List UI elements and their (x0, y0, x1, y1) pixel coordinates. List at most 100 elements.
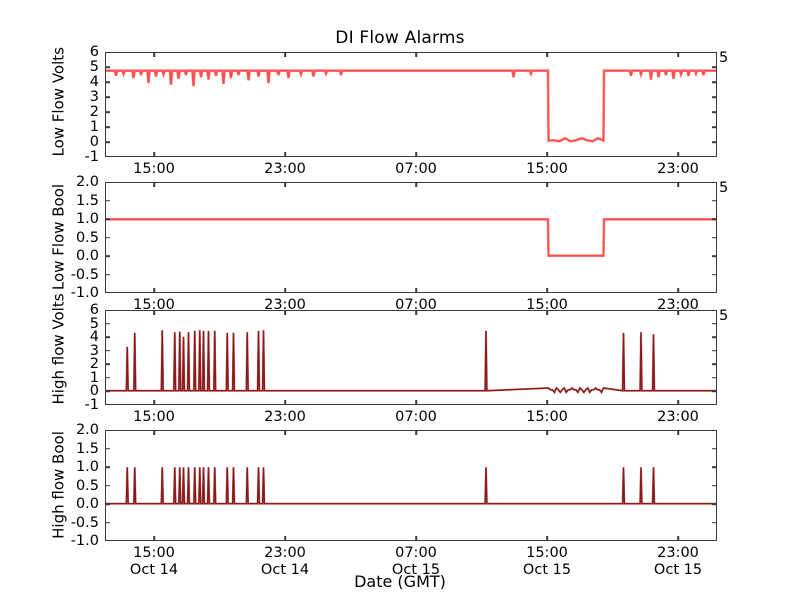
axis-label-high-flow-volts: High flow Volts (49, 292, 67, 404)
x-tick-mark (153, 430, 155, 435)
y-tick-label: 1.5 (75, 440, 99, 457)
y-tick-mark (105, 390, 110, 393)
data-trace (106, 71, 716, 142)
y-tick-label: 4 (89, 329, 99, 346)
y-tick-mark (712, 199, 717, 202)
y-tick-label: 0.0 (75, 248, 99, 264)
x-tick-mark (153, 400, 155, 405)
clipped-tick-label: 5 (719, 308, 729, 324)
x-tick-label: 15:00 (133, 161, 175, 177)
y-tick-label: 5 (89, 315, 99, 332)
x-tick-mark (153, 536, 155, 541)
plot-area-high-flow-bool (106, 431, 716, 540)
y-tick-mark (105, 521, 110, 524)
y-tick-mark (105, 218, 110, 220)
x-tick-mark (677, 536, 679, 541)
trace-halo (106, 71, 716, 142)
x-tick-mark (546, 430, 548, 435)
x-tick-label: 07:00 (395, 161, 437, 177)
x-tick-label: 23:00 (657, 161, 699, 177)
x-tick-mark (153, 52, 155, 57)
y-tick-label: -0.5 (70, 266, 99, 283)
axis-label-low-flow-volts: Low Flow Volts (49, 46, 67, 156)
y-tick-label: 0 (89, 383, 99, 400)
x-tick-mark (415, 288, 417, 293)
y-tick-mark (105, 141, 110, 143)
y-tick-label: 0.0 (75, 496, 99, 512)
x-tick-mark (546, 288, 548, 293)
y-tick-mark (712, 377, 717, 379)
x-tick-mark (415, 400, 417, 405)
y-tick-label: 1.5 (75, 192, 99, 209)
x-tick-mark (546, 536, 548, 541)
x-tick-mark (415, 52, 417, 57)
x-tick-label: 23:00 Oct 15 (653, 545, 703, 579)
y-tick-mark (105, 255, 110, 257)
x-tick-mark (677, 310, 679, 315)
y-tick-mark (105, 96, 110, 98)
y-tick-mark (105, 503, 110, 505)
y-tick-mark (105, 66, 110, 68)
x-tick-mark (284, 310, 286, 315)
clipped-tick-label: 5 (719, 50, 729, 66)
data-trace (106, 219, 716, 255)
y-tick-mark (712, 111, 717, 113)
x-tick-mark (284, 288, 286, 293)
x-tick-mark (546, 182, 548, 187)
x-tick-label: 07:00 (395, 409, 437, 425)
y-tick-mark (105, 199, 110, 202)
x-tick-label: 15:00 Oct 14 (129, 545, 179, 579)
y-tick-mark (712, 255, 717, 257)
x-tick-mark (677, 182, 679, 187)
x-tick-mark (284, 152, 286, 157)
y-tick-label: 1 (89, 369, 99, 386)
x-tick-mark (677, 430, 679, 435)
page-title: DI Flow Alarms (335, 28, 465, 48)
plot-area-low-flow-volts (106, 53, 716, 156)
subplot-high-flow-bool: High flow Bool -1.0 -0.5 0.0 0.5 1.0 1.5 2.0 15… (49, 422, 717, 578)
x-tick-label: 23:00 (264, 161, 306, 177)
y-tick-label: 3 (89, 342, 99, 359)
y-tick-label: 0.5 (75, 229, 99, 246)
y-tick-mark (105, 466, 110, 468)
y-tick-mark (712, 66, 717, 68)
x-tick-label: 07:00 Oct 15 (391, 545, 441, 579)
y-tick-mark (105, 447, 110, 450)
x-tick-mark (415, 182, 417, 187)
y-tick-label: -1 (84, 149, 99, 165)
y-tick-mark (105, 349, 110, 352)
x-tick-mark (677, 52, 679, 57)
x-tick-label: 23:00 (264, 409, 306, 425)
x-tick-label: 23:00 Oct 14 (260, 545, 310, 579)
x-tick-mark (677, 288, 679, 293)
plot-area-high-flow-volts (106, 311, 716, 404)
y-tick-mark (105, 336, 110, 338)
subplot-low-flow-bool: Low Flow Bool -1.0 -0.5 0.0 0.5 1.0 1.5 2.0 15:… (49, 174, 728, 313)
y-tick-label: -1 (84, 397, 99, 413)
y-tick-mark (105, 322, 110, 325)
y-tick-mark (105, 81, 110, 83)
y-tick-label: 6 (89, 44, 99, 60)
y-tick-mark (105, 236, 110, 239)
axes-frame (105, 182, 717, 293)
y-tick-mark (712, 141, 717, 143)
axes-frame (105, 430, 717, 541)
axis-label-date-gmt: Date (GMT) (354, 572, 446, 591)
x-tick-mark (153, 310, 155, 315)
y-tick-label: -1.0 (70, 285, 99, 301)
data-trace (106, 467, 716, 503)
x-tick-mark (677, 400, 679, 405)
y-tick-mark (712, 363, 717, 366)
x-tick-label: 15:00 (526, 409, 568, 425)
y-tick-label: -1.0 (70, 533, 99, 549)
x-tick-mark (153, 182, 155, 187)
x-tick-mark (284, 400, 286, 405)
y-tick-mark (712, 503, 717, 505)
y-tick-mark (712, 466, 717, 468)
x-tick-mark (546, 52, 548, 57)
y-tick-mark (105, 377, 110, 379)
y-tick-label: 2 (89, 356, 99, 373)
x-tick-mark (546, 310, 548, 315)
y-tick-label: 4 (89, 74, 99, 90)
y-tick-label: 0 (89, 134, 99, 150)
